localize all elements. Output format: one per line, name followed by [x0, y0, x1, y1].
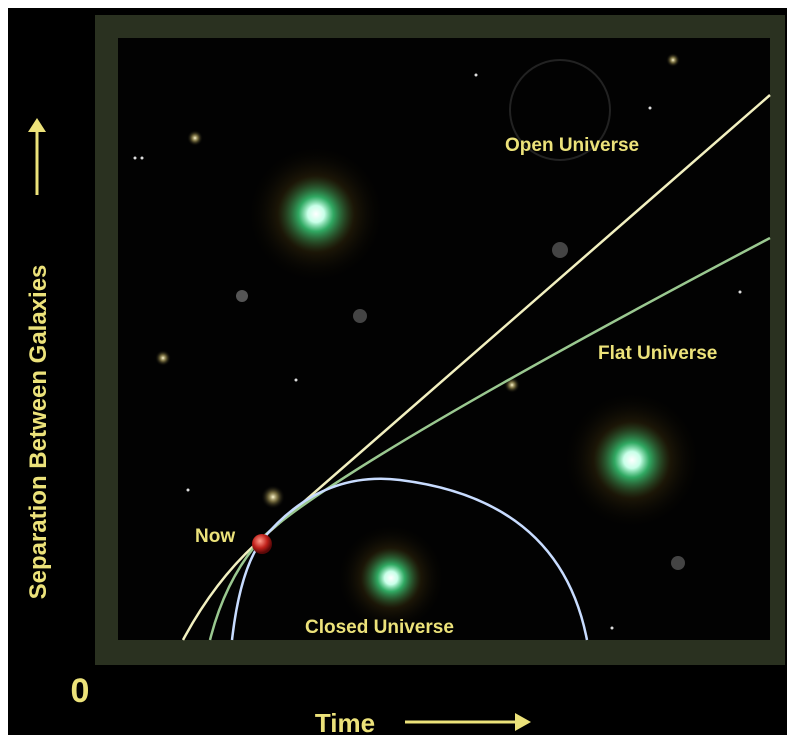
- now-marker: [252, 534, 272, 554]
- origin-label: 0: [71, 672, 90, 710]
- panel: [118, 38, 770, 640]
- x-axis-label: Time: [315, 708, 375, 738]
- flat-label: Flat Universe: [598, 343, 717, 364]
- now-label: Now: [195, 526, 235, 547]
- open-label: Open Universe: [505, 135, 639, 156]
- closed-label: Closed Universe: [305, 617, 454, 638]
- diagram: Open Universe Flat Universe Closed Unive…: [0, 0, 795, 741]
- y-axis-label: Separation Between Galaxies: [25, 265, 52, 600]
